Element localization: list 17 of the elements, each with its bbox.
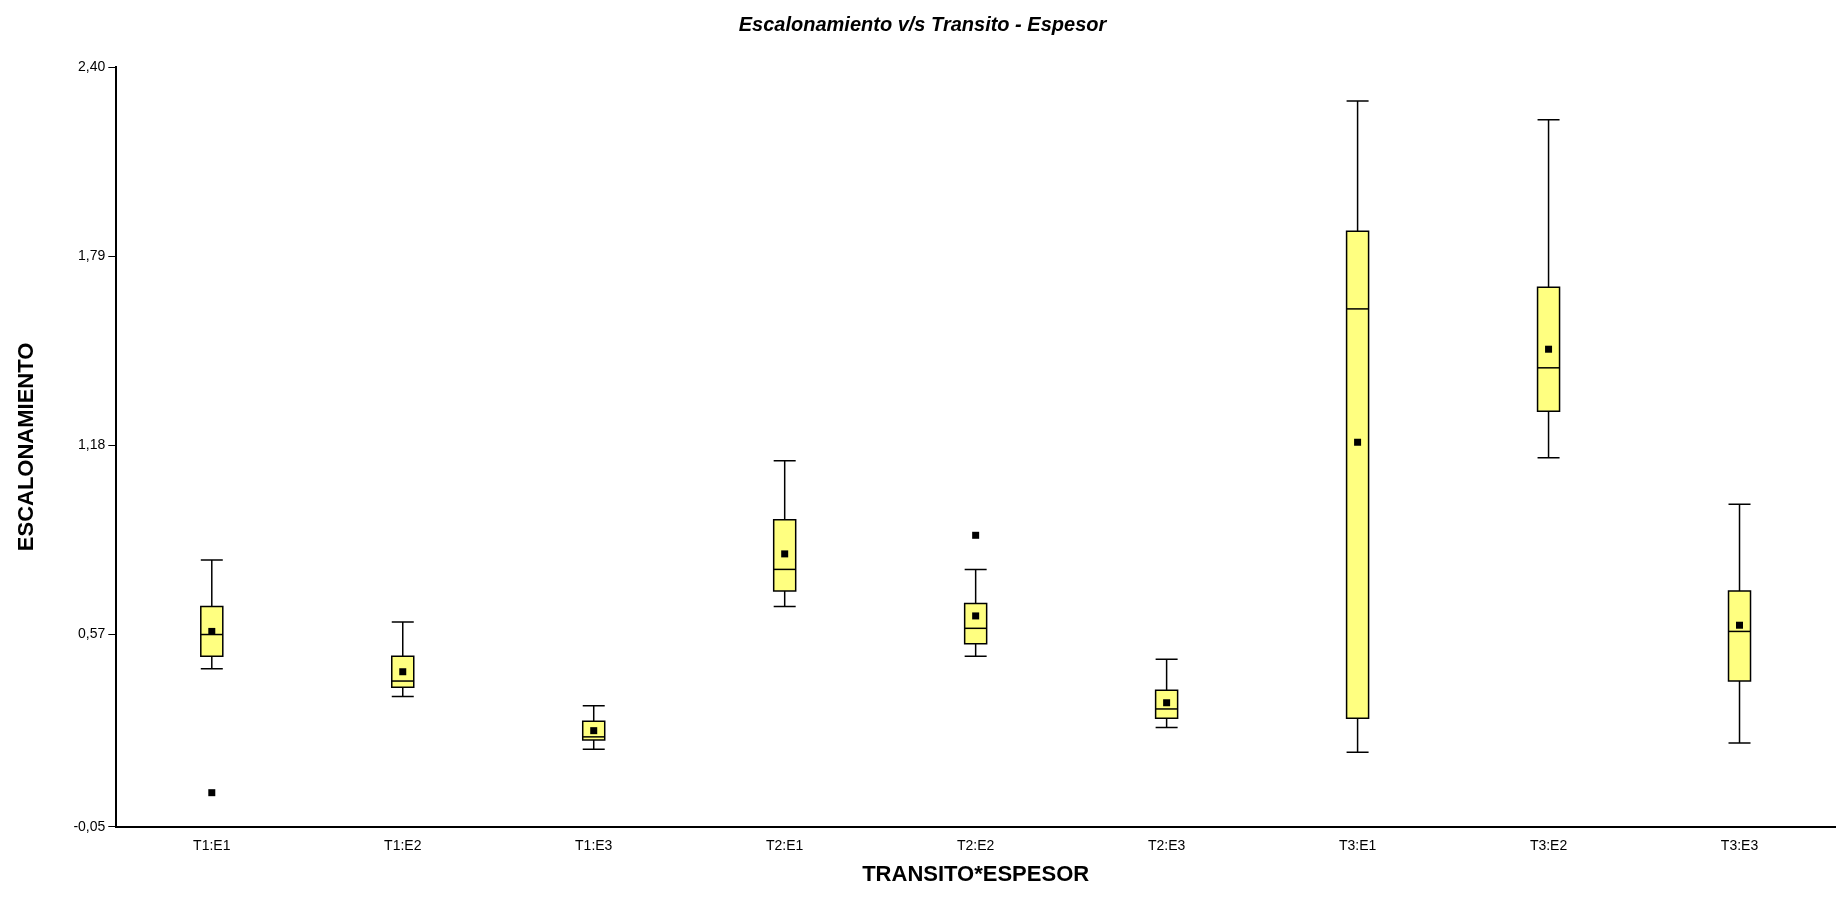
y-tick-label: 1,79 bbox=[78, 247, 106, 264]
x-tick-label: T2:E2 bbox=[956, 837, 995, 854]
y-tick-label: 2,40 bbox=[78, 57, 106, 74]
x-tick-label: T2:E1 bbox=[766, 837, 804, 854]
x-tick-label: T1:E1 bbox=[193, 837, 231, 854]
y-tick-label: 0,57 bbox=[78, 625, 106, 642]
x-axis-title: TRANSITO*ESPESOR bbox=[862, 860, 1090, 886]
y-axis-title: ESCALONAMIENTO bbox=[13, 342, 39, 552]
y-tick-label: -0,05 bbox=[73, 817, 106, 834]
x-tick-label: T1:E3 bbox=[575, 837, 613, 854]
x-tick-label: T3:E1 bbox=[1338, 837, 1377, 854]
x-tick-label: T1:E2 bbox=[384, 837, 422, 854]
chart-title: Escalonamiento v/s Transito - Espesor bbox=[738, 12, 1108, 35]
x-tick-label: T2:E3 bbox=[1147, 837, 1186, 854]
x-tick-label: T3:E3 bbox=[1720, 837, 1759, 854]
x-tick-label: T3:E2 bbox=[1529, 837, 1568, 854]
y-tick-label: 1,18 bbox=[78, 436, 106, 453]
